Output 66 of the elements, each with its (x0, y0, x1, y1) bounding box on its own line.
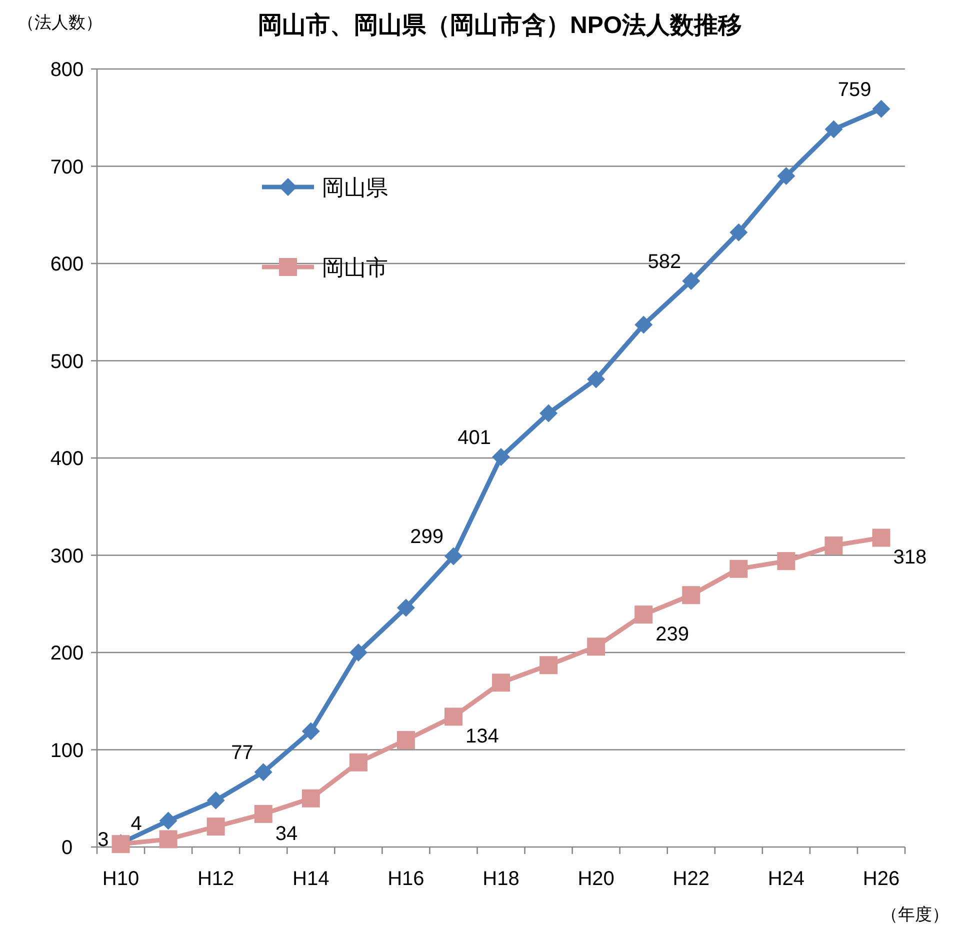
point (492, 674, 510, 692)
point (682, 272, 700, 290)
y-tick-label: 200 (50, 642, 84, 664)
x-tick-label: H22 (672, 868, 710, 890)
y-tick-label: 300 (50, 545, 84, 568)
y-tick-label: 700 (50, 156, 84, 178)
point (254, 804, 272, 823)
x-tick-label: H12 (197, 868, 234, 890)
point (587, 370, 606, 388)
x-tick-label: H18 (482, 868, 520, 890)
point (634, 316, 653, 334)
point (777, 166, 796, 185)
chart-title: 岡山市、岡山県（岡山市含）NPO法人数推移 (258, 12, 742, 39)
x-tick-label: H16 (388, 868, 424, 890)
point (254, 763, 272, 782)
y-tick-label: 400 (50, 448, 84, 470)
x-tick-label: H14 (292, 868, 330, 890)
legend-label: 岡山県 (322, 175, 388, 200)
point (349, 644, 368, 662)
point (872, 528, 890, 547)
data-label: 34 (275, 822, 298, 845)
x-tick-label: H20 (578, 868, 614, 890)
point (540, 656, 558, 674)
x-tick-label: H24 (768, 868, 805, 890)
x-tick-label: H26 (862, 868, 900, 890)
y-tick-label: 500 (50, 350, 84, 373)
y-axis-title: （法人数） (18, 13, 102, 32)
y-tick-label: 100 (50, 740, 84, 762)
data-label: 134 (465, 726, 499, 748)
data-label: 401 (458, 427, 491, 450)
point (872, 100, 890, 118)
y-tick-label: 600 (50, 254, 84, 276)
y-tick-label: 0 (61, 837, 73, 859)
point (824, 536, 843, 555)
point (444, 708, 462, 726)
point (206, 818, 225, 836)
point (159, 812, 178, 830)
data-label: 759 (838, 78, 872, 101)
data-label: 239 (656, 624, 689, 646)
point (777, 552, 796, 570)
point (540, 404, 558, 422)
data-label: 299 (410, 526, 444, 548)
point (444, 547, 462, 566)
x-tick-label: H10 (102, 868, 140, 890)
point (492, 448, 510, 466)
point (206, 791, 225, 810)
data-label: 4 (130, 813, 142, 836)
point (587, 638, 606, 656)
point (730, 560, 748, 578)
point (302, 789, 320, 808)
point (682, 586, 700, 604)
data-label: 77 (231, 742, 254, 764)
legend-label: 岡山市 (322, 255, 388, 280)
point (634, 606, 653, 624)
point (349, 753, 368, 772)
point (730, 223, 748, 242)
data-label: 3 (98, 829, 109, 852)
point (159, 830, 178, 848)
point (396, 598, 415, 617)
point (396, 731, 415, 750)
data-label: 318 (893, 546, 927, 569)
data-label: 582 (648, 251, 682, 274)
x-axis-title: （年度） (881, 905, 949, 924)
point (302, 722, 320, 740)
y-tick-label: 800 (50, 59, 84, 81)
point (824, 120, 843, 138)
